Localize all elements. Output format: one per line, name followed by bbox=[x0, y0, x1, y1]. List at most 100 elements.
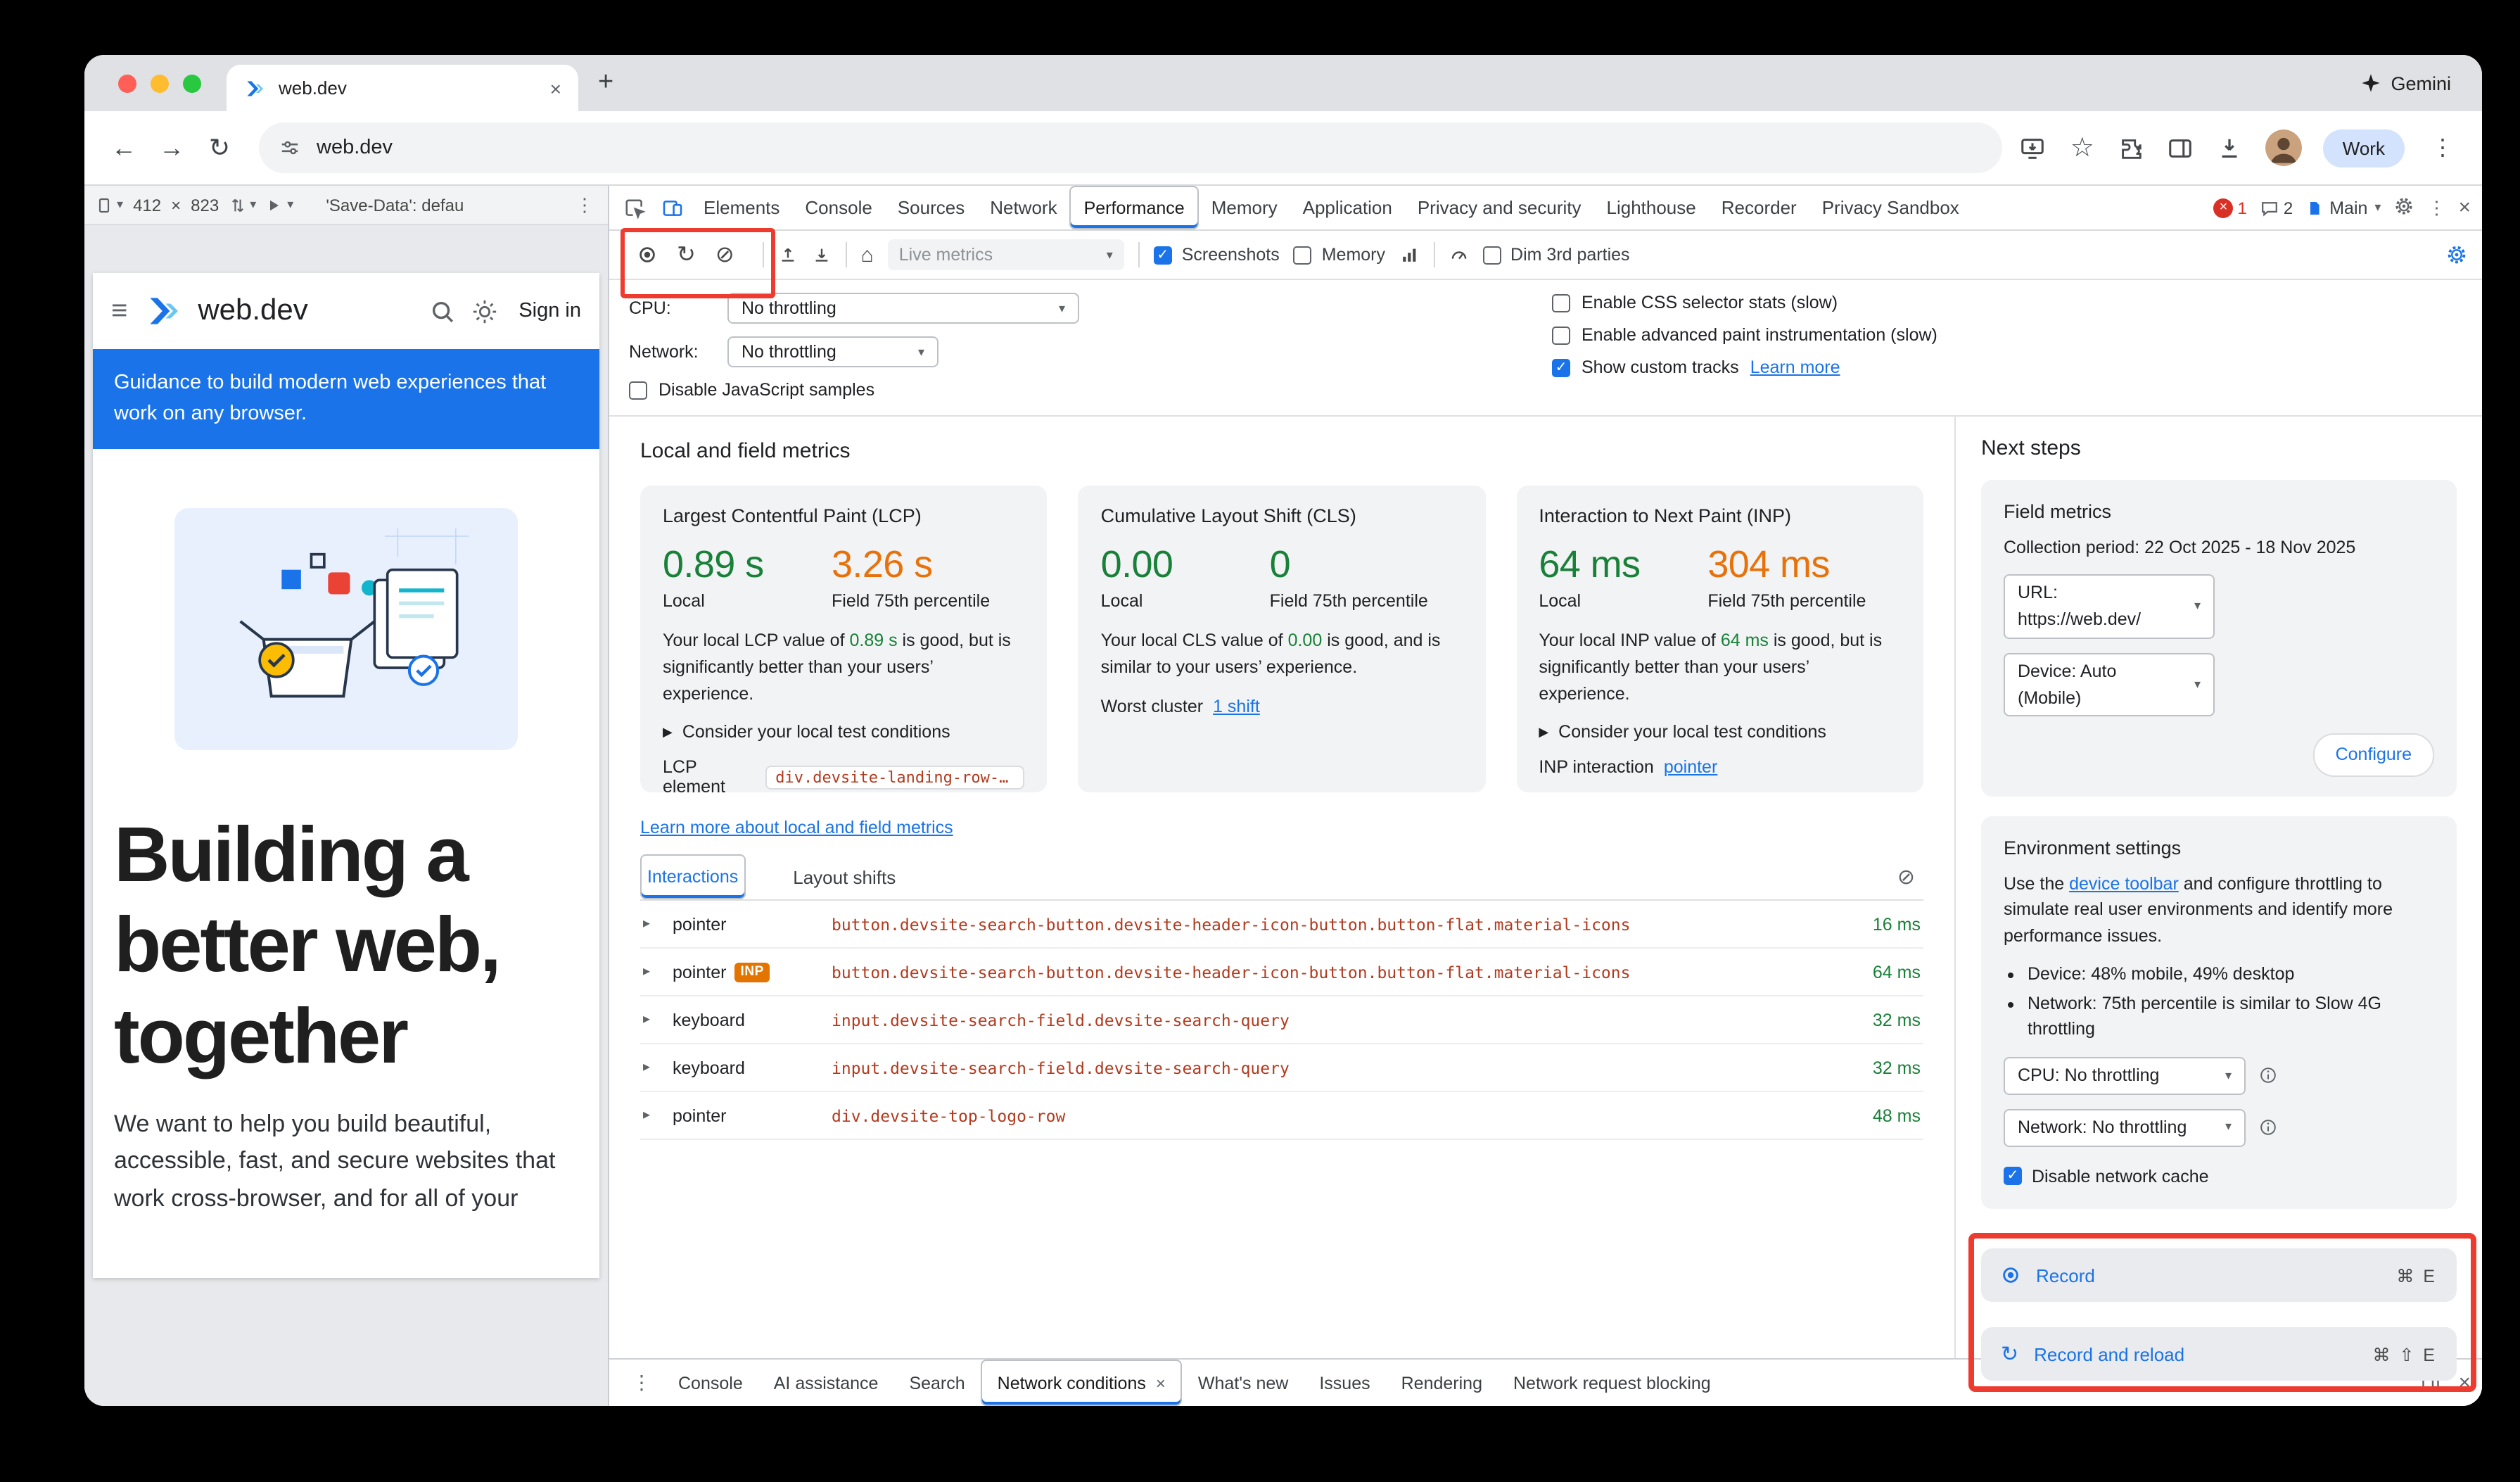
viewport-width[interactable]: 412 bbox=[133, 195, 162, 215]
env-cpu-select[interactable]: CPU: No throttling ▾ bbox=[2004, 1057, 2246, 1095]
browser-menu-icon[interactable]: ⋮ bbox=[2431, 137, 2454, 160]
profile-chip[interactable]: Work bbox=[2322, 129, 2405, 167]
theme-toggle-icon[interactable] bbox=[471, 298, 497, 324]
drawer-tab-ai-assistance[interactable]: AI assistance bbox=[773, 1373, 879, 1393]
hamburger-menu-icon[interactable]: ≡ bbox=[111, 295, 128, 326]
site-search-icon[interactable] bbox=[428, 298, 455, 324]
inspect-element-icon[interactable] bbox=[615, 186, 653, 229]
error-badge[interactable]: × 1 bbox=[2213, 198, 2247, 217]
tab-memory[interactable]: Memory bbox=[1211, 197, 1278, 218]
browser-tab[interactable]: web.dev × bbox=[227, 65, 578, 111]
save-data-hint[interactable]: 'Save-Data': defau bbox=[326, 195, 464, 215]
record-reload-button-large[interactable]: ↻ Record and reload ⌘ ⇧ E bbox=[1981, 1327, 2457, 1381]
tab-interactions[interactable]: Interactions bbox=[640, 854, 746, 899]
tab-lighthouse[interactable]: Lighthouse bbox=[1606, 197, 1696, 218]
drawer-tab-console[interactable]: Console bbox=[678, 1373, 743, 1393]
viewport-height[interactable]: 823 bbox=[191, 195, 219, 215]
expand-icon[interactable]: ▸ bbox=[643, 964, 651, 980]
interaction-target-link[interactable]: div.devsite-top-logo-row bbox=[832, 1106, 1066, 1125]
inp-disclosure[interactable]: ▶ Consider your local test conditions bbox=[1539, 722, 1826, 742]
load-profile-icon[interactable] bbox=[778, 245, 798, 265]
disable-js-samples-checkbox[interactable] bbox=[629, 381, 647, 399]
minimize-window-button[interactable] bbox=[151, 74, 169, 92]
cpu-throttle-icon[interactable] bbox=[1449, 245, 1468, 265]
expand-icon[interactable]: ▸ bbox=[643, 1060, 651, 1075]
close-drawer-tab-icon[interactable]: × bbox=[1155, 1373, 1166, 1393]
learn-more-metrics-link[interactable]: Learn more about local and field metrics bbox=[640, 818, 953, 837]
device-toolbar-link[interactable]: device toolbar bbox=[2069, 873, 2179, 894]
clear-interactions-icon[interactable]: ⊘ bbox=[1897, 866, 1915, 889]
execution-context-select[interactable]: Main ▾ bbox=[2305, 198, 2381, 217]
interaction-row[interactable]: ▸ pointer INP button.devsite-search-butt… bbox=[640, 949, 1923, 996]
devtools-close-icon[interactable]: × bbox=[2458, 196, 2471, 220]
maximize-window-button[interactable] bbox=[183, 74, 201, 92]
interaction-target-link[interactable]: button.devsite-search-button.devsite-hea… bbox=[832, 914, 1631, 934]
record-button[interactable] bbox=[637, 245, 657, 265]
back-button[interactable]: ← bbox=[111, 133, 136, 161]
drawer-tab-search[interactable]: Search bbox=[909, 1373, 965, 1393]
configure-button[interactable]: Configure bbox=[2312, 733, 2434, 778]
expand-icon[interactable]: ▸ bbox=[643, 1108, 651, 1123]
interaction-target-link[interactable]: input.devsite-search-field.devsite-searc… bbox=[832, 1010, 1290, 1030]
tab-network[interactable]: Network bbox=[990, 197, 1057, 218]
save-profile-icon[interactable] bbox=[812, 245, 832, 265]
side-panel-icon[interactable] bbox=[2167, 134, 2195, 162]
device-toolbar-toggle-icon[interactable] bbox=[653, 186, 691, 229]
network-throttling-select[interactable]: No throttling ▾ bbox=[727, 336, 938, 367]
learn-more-link[interactable]: Learn more bbox=[1750, 357, 1840, 377]
install-icon[interactable] bbox=[2019, 134, 2047, 162]
bookmark-star-icon[interactable]: ☆ bbox=[2070, 133, 2094, 163]
sign-in-link[interactable]: Sign in bbox=[518, 300, 581, 322]
custom-tracks-checkbox[interactable]: ✓ bbox=[1552, 358, 1570, 376]
expand-icon[interactable]: ▸ bbox=[643, 1012, 651, 1027]
tab-privacy-security[interactable]: Privacy and security bbox=[1417, 197, 1582, 218]
tab-layout-shifts[interactable]: Layout shifts bbox=[793, 866, 896, 887]
tab-sources[interactable]: Sources bbox=[897, 197, 965, 218]
drawer-menu-icon[interactable]: ⋮ bbox=[632, 1371, 651, 1393]
devtools-settings-icon[interactable] bbox=[2393, 195, 2414, 220]
tab-application[interactable]: Application bbox=[1302, 197, 1392, 218]
cpu-throttling-select[interactable]: No throttling ▾ bbox=[727, 293, 1079, 324]
worst-cluster-link[interactable]: 1 shift bbox=[1213, 696, 1260, 716]
network-info-icon[interactable] bbox=[2258, 1117, 2278, 1137]
expand-icon[interactable]: ▸ bbox=[643, 916, 651, 932]
dim-3rd-parties-checkbox[interactable] bbox=[1482, 246, 1501, 264]
paint-instrumentation-checkbox[interactable] bbox=[1552, 326, 1570, 344]
drawer-tab-network-conditions[interactable]: Network conditions × bbox=[980, 1360, 1183, 1406]
tab-elements[interactable]: Elements bbox=[704, 197, 780, 218]
drawer-tab-whats-new[interactable]: What's new bbox=[1197, 1373, 1289, 1393]
env-network-select[interactable]: Network: No throttling ▾ bbox=[2004, 1108, 2246, 1147]
record-button-large[interactable]: Record ⌘ E bbox=[1981, 1248, 2457, 1303]
close-window-button[interactable] bbox=[118, 74, 136, 92]
tab-performance[interactable]: Performance bbox=[1069, 186, 1199, 229]
downloads-icon[interactable] bbox=[2216, 134, 2244, 162]
cpu-info-icon[interactable] bbox=[2258, 1066, 2278, 1086]
live-metrics-home-icon[interactable]: ⌂ bbox=[860, 243, 874, 267]
devtools-menu-icon[interactable]: ⋮ bbox=[2427, 196, 2446, 217]
interaction-target-link[interactable]: button.devsite-search-button.devsite-hea… bbox=[832, 962, 1631, 982]
gemini-button[interactable]: Gemini bbox=[2361, 55, 2451, 111]
field-device-select[interactable]: Device: Auto (Mobile) ▾ bbox=[2004, 652, 2215, 717]
forward-button[interactable]: → bbox=[159, 133, 184, 161]
close-drawer-icon[interactable]: × bbox=[2458, 1371, 2471, 1395]
address-bar[interactable]: web.dev bbox=[259, 122, 2002, 173]
tab-console[interactable]: Console bbox=[805, 197, 872, 218]
disable-network-cache-checkbox[interactable]: ✓ bbox=[2004, 1167, 2022, 1186]
tab-privacy-sandbox[interactable]: Privacy Sandbox bbox=[1821, 197, 1959, 218]
inp-interaction-link[interactable]: pointer bbox=[1663, 757, 1718, 778]
field-url-select[interactable]: URL: https://web.dev/▾ bbox=[2004, 574, 2215, 639]
site-settings-icon[interactable] bbox=[279, 137, 301, 159]
network-conditions-icon[interactable] bbox=[1399, 245, 1419, 265]
drawer-tab-network-request-blocking[interactable]: Network request blocking bbox=[1513, 1373, 1711, 1393]
perf-settings-gear-icon[interactable] bbox=[2445, 243, 2468, 266]
interaction-row[interactable]: ▸ keyboard input.devsite-search-field.de… bbox=[640, 996, 1923, 1044]
tab-recorder[interactable]: Recorder bbox=[1721, 197, 1797, 218]
profile-avatar[interactable] bbox=[2265, 129, 2302, 166]
lcp-disclosure[interactable]: ▶ Consider your local test conditions bbox=[663, 722, 950, 742]
drawer-tab-issues[interactable]: Issues bbox=[1319, 1373, 1370, 1393]
site-brand[interactable]: web.dev bbox=[198, 294, 308, 327]
device-select[interactable]: ▾ bbox=[96, 196, 123, 213]
reload-button[interactable]: ↻ bbox=[208, 133, 231, 161]
screenshots-checkbox[interactable]: ✓ bbox=[1153, 246, 1172, 264]
new-tab-button[interactable]: + bbox=[598, 68, 614, 97]
